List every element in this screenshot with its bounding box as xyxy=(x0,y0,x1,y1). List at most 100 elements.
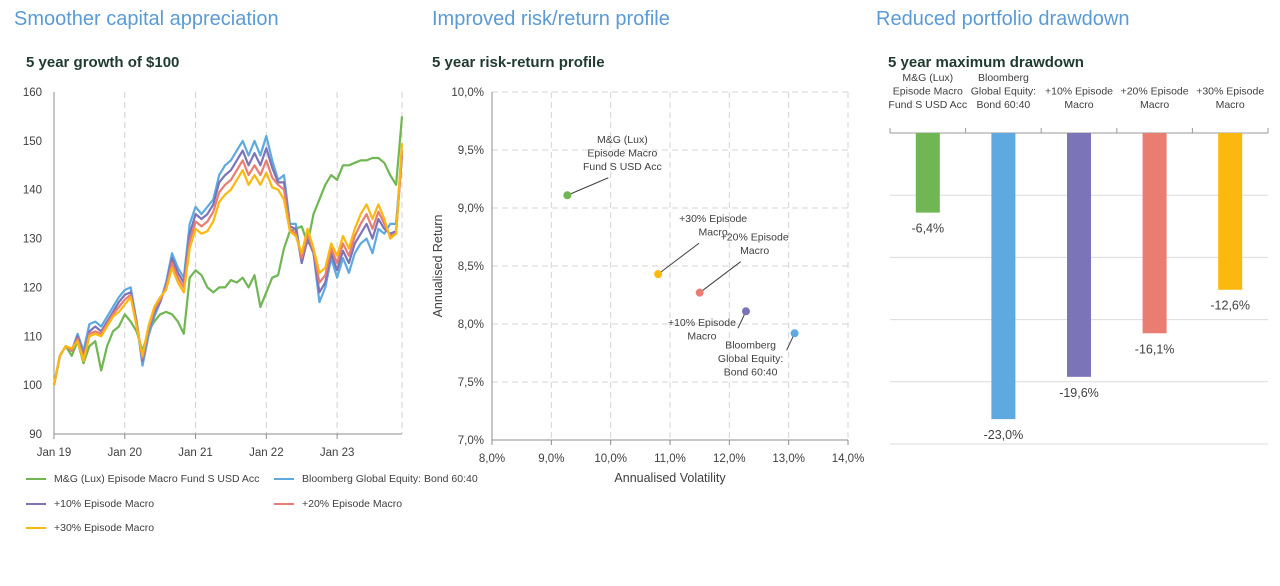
legend-label-plus20: +20% Episode Macro xyxy=(302,498,403,510)
scatter-y-tick-label: 10,0% xyxy=(451,87,484,99)
bar-category-label-fund: M&G (Lux) Episode Macro Fund S USD Acc xyxy=(888,72,967,111)
scatter-x-tick-label: 14,0% xyxy=(832,453,865,465)
line-chart-y-tick-label: 160 xyxy=(23,87,42,99)
line-chart-title: 5 year growth of $100 xyxy=(26,54,180,71)
bar-category-label-plus20: +20% Episode Macro xyxy=(1121,86,1189,112)
legend-swatch-fund xyxy=(26,477,46,481)
scatter-point-label-line: Bond 60:40 xyxy=(724,366,778,378)
scatter-y-tick-label: 8,5% xyxy=(458,261,484,273)
scatter-point-label-plus10: +10% Episode Macro xyxy=(668,317,736,343)
scatter-point-plus10 xyxy=(741,307,750,316)
scatter-point-label-line: M&G (Lux) xyxy=(597,134,648,146)
legend-label-bloomberg: Bloomberg Global Equity: Bond 60:40 xyxy=(302,473,478,485)
bar-category-label-bloomberg: Bloomberg Global Equity: Bond 60:40 xyxy=(971,72,1036,111)
bar-category-label-line: Bloomberg xyxy=(978,72,1029,84)
scatter-point-label-line: Macro xyxy=(687,331,716,343)
scatter-point-label-line: Bloomberg xyxy=(725,339,776,351)
section-title-capital-appreciation: Smoother capital appreciation xyxy=(14,8,279,30)
line-series-plus30 xyxy=(52,143,404,386)
bar-value-label-plus20: -16,1% xyxy=(1135,342,1175,356)
scatter-chart-title: 5 year risk-return profile xyxy=(432,54,605,71)
bar-category-label-line: Global Equity: xyxy=(971,86,1036,98)
line-chart-y-tick-label: 130 xyxy=(23,234,42,246)
scatter-point-label-line: +30% Episode xyxy=(679,213,747,225)
scatter-point-label-line: Episode Macro xyxy=(587,148,657,160)
bar-fund xyxy=(915,133,940,213)
line-chart-x-tick-label: Jan 21 xyxy=(178,447,213,459)
line-chart-y-tick-label: 140 xyxy=(23,185,42,197)
drawdown-bar-chart: -6,4% M&G (Lux) Episode Macro Fund S USD Ac… xyxy=(888,72,1269,445)
scatter-point-label-plus30: +30% Episode Macro xyxy=(679,213,747,239)
scatter-point-label-line: Fund S USD Acc xyxy=(583,161,662,173)
bar-category-label-line: Macro xyxy=(1140,99,1169,111)
line-chart-x-tick-label: Jan 23 xyxy=(320,447,355,459)
line-series-fund xyxy=(52,116,404,386)
bar-chart-title: 5 year maximum drawdown xyxy=(888,54,1084,71)
legend-label-plus30: +30% Episode Macro xyxy=(54,522,155,534)
scatter-y-tick-label: 8,0% xyxy=(458,319,484,331)
section-title-risk-return: Improved risk/return profile xyxy=(432,8,670,30)
scatter-y-tick-label: 7,5% xyxy=(458,377,484,389)
scatter-leader-line-plus20 xyxy=(699,261,741,294)
bar-bloomberg xyxy=(991,133,1016,420)
scatter-point-label-line: Macro xyxy=(699,227,728,239)
line-chart-y-tick-label: 150 xyxy=(23,136,42,148)
bar-value-label-fund: -6,4% xyxy=(911,222,944,236)
legend-item-plus20: +20% Episode Macro xyxy=(274,498,402,510)
line-series-plus20 xyxy=(52,150,404,386)
scatter-point-label-line: +20% Episode xyxy=(721,232,789,244)
scatter-point-bloomberg xyxy=(790,329,799,338)
bar-category-label-line: +20% Episode xyxy=(1121,86,1189,98)
legend-swatch-plus20 xyxy=(274,502,294,506)
bar-category-label-plus30: +30% Episode Macro xyxy=(1196,86,1264,112)
scatter-x-tick-label: 13,0% xyxy=(772,453,805,465)
scatter-leader-line-fund xyxy=(567,177,609,196)
scatter-leader-line-plus30 xyxy=(657,242,700,275)
bar-category-label-line: Episode Macro xyxy=(893,86,963,98)
bar-value-label-plus30: -12,6% xyxy=(1210,299,1250,313)
bar-plus30 xyxy=(1218,133,1243,290)
legend-item-bloomberg: Bloomberg Global Equity: Bond 60:40 xyxy=(274,473,478,485)
scatter-point-label-line: Global Equity: xyxy=(718,353,783,365)
bar-category-label-line: +30% Episode xyxy=(1196,86,1264,98)
legend-item-fund: M&G (Lux) Episode Macro Fund S USD Acc xyxy=(26,473,259,485)
legend-swatch-bloomberg xyxy=(274,477,294,481)
bar-plus10 xyxy=(1067,133,1091,377)
scatter-point-label-plus20: +20% Episode Macro xyxy=(721,232,789,258)
bar-plus20 xyxy=(1142,133,1167,334)
scatter-x-tick-label: 9,0% xyxy=(538,453,564,465)
scatter-y-tick-label: 9,0% xyxy=(458,203,484,215)
scatter-y-tick-label: 9,5% xyxy=(458,145,484,157)
scatter-y-tick-label: 7,0% xyxy=(458,435,484,447)
scatter-y-axis-title: Annualised Return xyxy=(431,215,445,318)
scatter-point-label-line: +10% Episode xyxy=(668,317,736,329)
scatter-point-plus20 xyxy=(695,288,704,297)
scatter-x-tick-label: 11,0% xyxy=(654,453,686,465)
legend-label-plus10: +10% Episode Macro xyxy=(54,498,155,510)
bar-category-label-line: Bond 60:40 xyxy=(977,99,1031,111)
scatter-point-fund xyxy=(563,191,572,200)
bar-value-label-bloomberg: -23,0% xyxy=(984,428,1024,442)
line-chart-y-tick-label: 90 xyxy=(29,429,42,441)
scatter-x-axis-title: Annualised Volatility xyxy=(614,471,726,485)
risk-return-scatter-chart: 8,0% 9,0% 10,0% 11,0% 12,0% 13,0% 14,0% 7,0% 7,5… xyxy=(431,87,865,485)
legend-label-fund: M&G (Lux) Episode Macro Fund S USD Acc xyxy=(54,473,260,485)
bar-category-label-line: Macro xyxy=(1064,99,1093,111)
line-series-bloomberg xyxy=(52,134,404,386)
legend-item-plus10: +10% Episode Macro xyxy=(26,498,154,510)
line-chart-y-tick-label: 120 xyxy=(23,282,42,294)
line-chart-x-tick-label: Jan 22 xyxy=(249,447,284,459)
bar-category-label-line: Fund S USD Acc xyxy=(888,99,967,111)
growth-line-chart: 90 100 110 120 130 140 150 160 Jan 19 Jan 20 Jan 2… xyxy=(23,87,404,459)
scatter-point-plus30 xyxy=(654,270,663,279)
section-title-drawdown: Reduced portfolio drawdown xyxy=(876,8,1130,30)
scatter-x-tick-label: 10,0% xyxy=(594,453,627,465)
bar-category-label-line: M&G (Lux) xyxy=(902,72,953,84)
scatter-x-tick-label: 8,0% xyxy=(479,453,505,465)
bar-value-label-plus10: -19,6% xyxy=(1059,386,1099,400)
legend-swatch-plus30 xyxy=(26,526,46,530)
scatter-x-tick-label: 12,0% xyxy=(713,453,746,465)
scatter-point-label-fund: M&G (Lux) Episode Macro Fund S USD Acc xyxy=(583,134,662,173)
line-chart-x-tick-label: Jan 19 xyxy=(37,447,72,459)
legend-item-plus30: +30% Episode Macro xyxy=(26,522,154,534)
